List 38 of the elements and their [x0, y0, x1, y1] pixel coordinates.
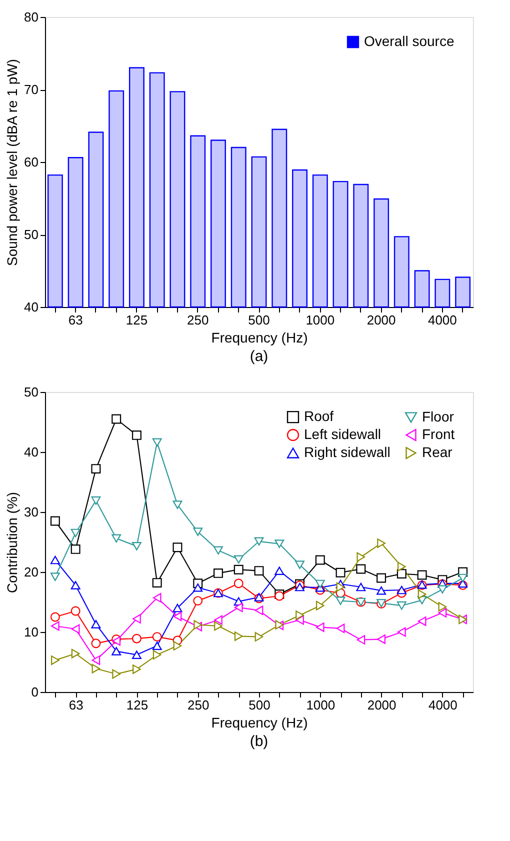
- y-tick-label: 50: [24, 384, 38, 400]
- x-axis-title: Frequency (Hz): [211, 714, 308, 730]
- legend-label: Floor: [422, 408, 454, 424]
- x-tick-label: 250: [188, 698, 210, 712]
- x-tick-label: 1000: [306, 312, 335, 328]
- text: (a): [250, 348, 268, 365]
- y-tick-label: 70: [24, 82, 38, 97]
- x-tick-label: 4000: [428, 698, 458, 712]
- x-tick-label: 1000: [306, 698, 336, 712]
- x-tick-label: 63: [68, 312, 83, 328]
- x-tick-label: 63: [68, 698, 84, 712]
- y-tick-label: 10: [24, 624, 38, 640]
- y-tick-label: 60: [24, 154, 38, 170]
- y-tick-label: 30: [24, 504, 38, 520]
- x-tick-label: 500: [248, 312, 270, 328]
- x-tick-label: 2000: [366, 312, 396, 328]
- x-tick-label: 125: [126, 698, 148, 712]
- x-tick-label: 4000: [428, 312, 457, 328]
- y-tick-label: 40: [24, 300, 38, 314]
- x-axis-title: Frequency (Hz): [211, 330, 308, 346]
- text: (b): [250, 733, 268, 750]
- legend-label: Front: [422, 426, 455, 442]
- legend-label: Overall source: [364, 33, 454, 49]
- y-tick-label: 40: [24, 444, 38, 460]
- x-tick-label: 500: [248, 698, 270, 712]
- y-tick-label: 50: [24, 227, 38, 242]
- legend-label: Right sidewall: [304, 444, 390, 460]
- y-tick-label: 20: [24, 564, 38, 580]
- legend-label: Left sidewall: [304, 426, 382, 442]
- legend-label: Roof: [304, 408, 334, 424]
- y-axis-title: Sound power level (dBA re 1 pW): [4, 59, 20, 266]
- y-tick-label: 0: [31, 684, 38, 700]
- x-tick-label: 250: [187, 312, 209, 328]
- y-axis-title: Contribution (%): [4, 492, 20, 594]
- x-tick-label: 125: [126, 312, 148, 328]
- y-tick-label: 80: [24, 10, 38, 24]
- legend-label: Rear: [422, 444, 453, 460]
- x-tick-label: 2000: [367, 698, 396, 712]
